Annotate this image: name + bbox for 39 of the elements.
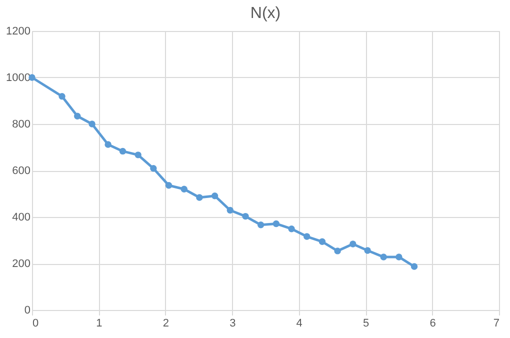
point <box>334 248 341 254</box>
point <box>304 233 310 240</box>
x-tick-label: 5 <box>363 318 370 330</box>
y-tick-label: 800 <box>12 118 30 130</box>
x-tick-label: 4 <box>296 318 302 330</box>
point <box>410 263 418 270</box>
point <box>318 238 326 245</box>
point <box>380 254 387 260</box>
x-tick-label: 6 <box>430 318 436 330</box>
point <box>150 165 157 172</box>
point <box>58 92 66 100</box>
point <box>350 240 356 248</box>
point <box>272 220 280 228</box>
y-tick-label: 0 <box>24 304 30 316</box>
y-tick-label: 200 <box>12 258 30 270</box>
point <box>396 254 402 260</box>
point <box>257 222 264 228</box>
point <box>180 186 188 192</box>
point <box>104 141 112 148</box>
chart-title: N(x) <box>250 5 281 22</box>
y-tick-label: 1200 <box>6 26 30 38</box>
point <box>119 148 126 155</box>
point <box>196 194 203 201</box>
point <box>288 226 295 232</box>
point <box>211 192 218 200</box>
x-tick-label: 7 <box>493 318 500 330</box>
x-tick-label: 1 <box>96 318 102 330</box>
point <box>134 152 142 158</box>
x-tick-label: 2 <box>162 318 169 330</box>
y-tick-label: 600 <box>12 165 30 177</box>
point <box>74 112 81 120</box>
point <box>364 247 371 254</box>
point <box>242 212 249 220</box>
point <box>226 206 234 214</box>
point <box>88 120 96 128</box>
x-tick-label: 3 <box>230 318 236 330</box>
x-tick-label: 0 <box>32 318 39 330</box>
point <box>165 182 172 189</box>
y-tick-label: 400 <box>12 212 30 224</box>
